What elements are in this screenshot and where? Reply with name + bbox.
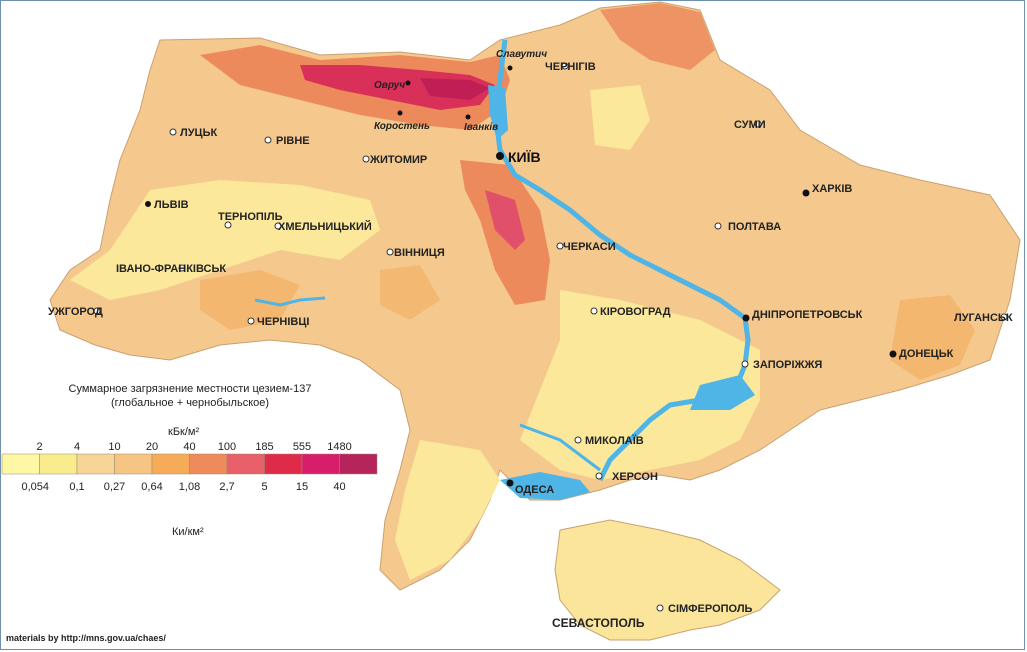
slavutych-marker	[507, 65, 513, 71]
city-label-kirovohrad: КІРОВОГРАД	[600, 306, 671, 318]
town-label-korosten: Коростень	[374, 121, 430, 132]
legend-swatch	[301, 453, 340, 475]
severe-zone-kaniv	[485, 190, 525, 250]
legend-swatch	[189, 453, 228, 475]
legend-unit-kbq: кБк/м²	[168, 426, 200, 438]
city-label-simferopol: СІМФЕРОПОЛЬ	[668, 603, 753, 615]
city-label-zhytomyr: ЖИТОМИР	[369, 154, 427, 166]
korosten-marker	[397, 110, 403, 116]
legend-swatch	[151, 453, 190, 475]
mid-zone-vinnytsia	[380, 265, 440, 320]
lviv-marker	[145, 201, 151, 207]
low-zone-south	[520, 290, 760, 480]
legend-tick-kbq: 20	[146, 442, 158, 453]
city-label-sevastopol: СЕВАСТОПОЛЬ	[552, 616, 645, 630]
city-label-sumy: СУМИ	[734, 119, 766, 131]
legend-tick-kbq: 4	[74, 442, 80, 453]
legend-tick-kbq: 100	[218, 442, 236, 453]
mid-zone-donbas	[890, 295, 975, 380]
legend-swatch	[226, 453, 265, 475]
kharkiv-marker	[802, 189, 810, 197]
city-markers	[145, 65, 897, 487]
legend-tick-ci: 40	[333, 481, 345, 493]
mid-zone-chernivtsi	[200, 270, 300, 330]
town-label-slavutych: Славутич	[496, 49, 547, 60]
city-label-uzhhorod: УЖГОРОД	[48, 306, 103, 318]
city-label-chernihiv: ЧЕРНІГІВ	[545, 61, 596, 73]
oblast-centre-markers	[93, 62, 1008, 612]
dnipro-river	[492, 39, 751, 482]
donetsk-marker	[889, 350, 897, 358]
city-label-luhansk: ЛУГАНСЬК	[954, 312, 1013, 324]
legend-tick-kbq: 2	[36, 442, 42, 453]
city-label-donetsk: ДОНЕЦЬК	[899, 348, 954, 360]
city-label-ternopil: ТЕРНОПІЛЬ	[218, 211, 283, 223]
city-label-mykolaiv: МИКОЛАЇВ	[585, 434, 644, 447]
source-credit: materials by http://mns.gov.ua/chaes/	[6, 633, 166, 643]
black-sea-coast-water	[500, 472, 590, 500]
legend-swatch	[1, 453, 40, 475]
legend-tick-ci: 0,64	[141, 481, 162, 493]
city-label-odesa: ОДЕСА	[515, 484, 554, 496]
city-label-vinnytsia: ВІННИЦЯ	[394, 247, 445, 259]
kyiv-marker	[496, 152, 504, 160]
legend-tick-ci: 2,7	[219, 481, 234, 493]
kyiv-reservoir	[488, 85, 508, 140]
legend-swatch	[114, 453, 153, 475]
ivankiv-marker	[465, 114, 471, 120]
dniester-river	[254, 296, 326, 307]
legend-tick-ci: 0,27	[104, 481, 125, 493]
city-label-chernivtsi: ЧЕРНІВЦІ	[257, 316, 309, 328]
city-label-lutsk: ЛУЦЬК	[180, 127, 218, 139]
legend-title: Суммарное загрязнение местности цезием-1…	[40, 382, 340, 410]
legend-tick-ci: 5	[261, 481, 267, 493]
kakhovka-reservoir	[690, 375, 755, 410]
legend-tick-ci: 15	[296, 481, 308, 493]
ovruch-marker	[405, 80, 411, 86]
severe-zone-chernobyl	[420, 78, 490, 100]
legend-tick-kbq: 555	[293, 442, 311, 453]
legend-color-bar: 2 4 10 20 40 100 185 555 1480 0,054 0,1 0,27 0,64 1,0…	[1, 442, 378, 493]
town-label-ovruch: Овруч	[374, 80, 405, 91]
legend-swatch	[264, 453, 303, 475]
crimea-territory	[554, 519, 781, 641]
city-label-lviv: ЛЬВІВ	[154, 199, 189, 211]
low-zone-west	[70, 180, 380, 300]
high-zone-north-east	[600, 3, 715, 70]
legend-tick-kbq: 10	[108, 442, 120, 453]
legend-swatch	[76, 453, 115, 475]
city-label-cherkasy: ЧЕРКАСИ	[563, 241, 616, 253]
legend-tick-ci: 1,08	[179, 481, 200, 493]
low-zone-sumy	[590, 85, 650, 150]
city-label-kherson: ХЕРСОН	[612, 471, 658, 483]
legend-tick-ci: 0,1	[69, 481, 84, 493]
city-label-kharkiv: ХАРКІВ	[812, 183, 852, 195]
legend-tick-kbq: 40	[183, 442, 195, 453]
southern-bug-river	[519, 423, 601, 472]
odesa-marker	[506, 479, 514, 487]
city-label-khmelnytskyi: ХМЕЛЬНИЦЬКИЙ	[278, 220, 372, 233]
city-label-ivano-frankivsk: ІВАНО-ФРАНКІВСЬК	[116, 263, 226, 275]
legend-title-line1: Суммарное загрязнение местности цезием-1…	[68, 383, 312, 395]
city-label-poltava: ПОЛТАВА	[728, 221, 781, 233]
city-label-zaporizhzhia: ЗАПОРІЖЖЯ	[753, 359, 822, 371]
city-label-dnipropetrovsk: ДНІПРОПЕТРОВСЬК	[752, 309, 863, 321]
legend-swatch	[39, 453, 78, 475]
legend-tick-kbq: 185	[255, 442, 273, 453]
dnipropetrovsk-marker	[742, 314, 750, 322]
legend-tick-kbq: 1480	[327, 442, 351, 453]
low-zone-odesa	[395, 440, 500, 580]
legend-tick-ci: 0,054	[22, 481, 50, 493]
legend-unit-ci: Ки/км²	[172, 526, 204, 538]
legend: Суммарное загрязнение местности цезием-1…	[0, 382, 400, 552]
legend-swatch	[339, 453, 378, 475]
severe-zone-polissia	[300, 65, 495, 110]
town-label-ivankiv: Іванків	[464, 122, 498, 133]
city-label-rivne: РІВНЕ	[276, 135, 310, 147]
legend-title-line2: (глобальное + чернобыльское)	[110, 397, 270, 409]
city-label-kyiv: КИЇВ	[508, 149, 541, 165]
